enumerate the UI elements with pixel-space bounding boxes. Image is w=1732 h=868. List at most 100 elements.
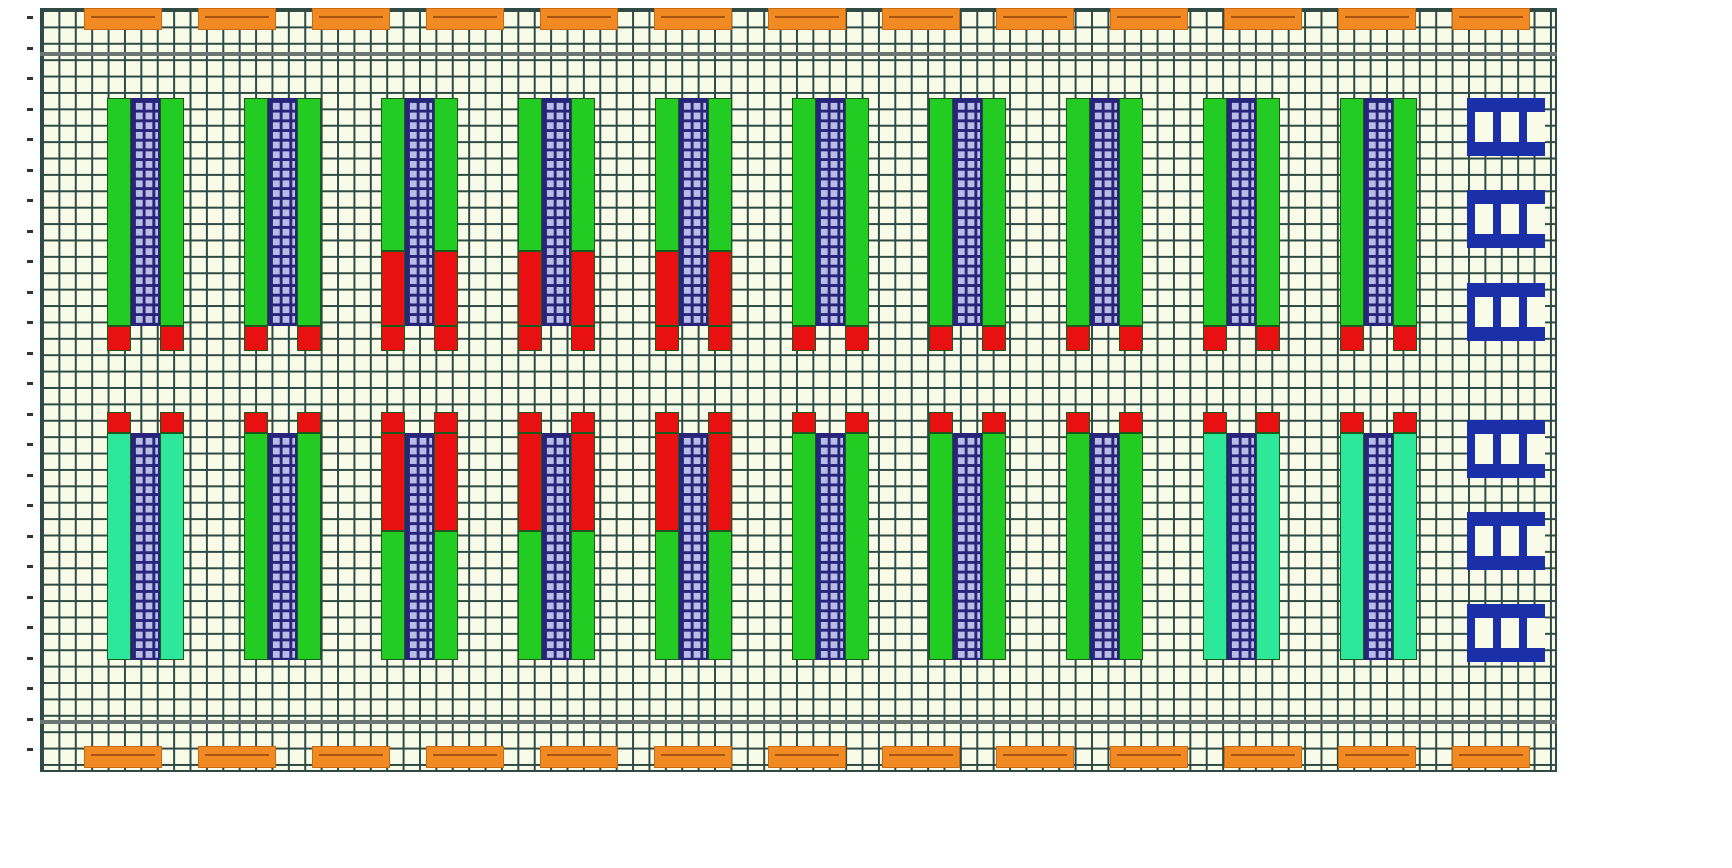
loading-dock-bottom[interactable]: [768, 746, 846, 768]
loading-dock-bottom[interactable]: [1224, 746, 1302, 768]
rack-side[interactable]: [244, 98, 268, 326]
rack-alert-zone[interactable]: [655, 433, 679, 531]
loading-dock-bottom[interactable]: [312, 746, 390, 768]
rack-foot-alert[interactable]: [1203, 326, 1227, 351]
rack-cap-alert[interactable]: [1119, 412, 1143, 433]
rack-alert-zone[interactable]: [381, 433, 405, 531]
rack-side[interactable]: [1066, 433, 1090, 660]
equipment-module[interactable]: [1467, 283, 1545, 341]
rack-cap-alert[interactable]: [792, 412, 816, 433]
equipment-module[interactable]: [1467, 98, 1545, 156]
rack-cap-alert[interactable]: [1340, 412, 1364, 433]
rack-foot-alert[interactable]: [1393, 326, 1417, 351]
rack-core[interactable]: [405, 433, 434, 660]
rack-foot-alert[interactable]: [929, 326, 953, 351]
rack-cap-alert[interactable]: [381, 412, 405, 433]
rack-cap-alert[interactable]: [297, 412, 321, 433]
loading-dock-top[interactable]: [1338, 8, 1416, 30]
rack-foot-alert[interactable]: [1066, 326, 1090, 351]
rack-core[interactable]: [953, 98, 982, 326]
rack-side[interactable]: [792, 433, 816, 660]
rack-side[interactable]: [160, 433, 184, 660]
rack-core[interactable]: [1090, 433, 1119, 660]
equipment-module[interactable]: [1467, 420, 1545, 478]
rack-foot-alert[interactable]: [982, 326, 1006, 351]
rack-side[interactable]: [1256, 98, 1280, 326]
rack-cap-alert[interactable]: [160, 412, 184, 433]
rack-core[interactable]: [1090, 98, 1119, 326]
rack-cap-alert[interactable]: [518, 412, 542, 433]
rack-core[interactable]: [1364, 98, 1393, 326]
rack-core[interactable]: [542, 433, 571, 660]
rack-side[interactable]: [929, 98, 953, 326]
rack-foot-alert[interactable]: [708, 326, 732, 351]
loading-dock-bottom[interactable]: [1452, 746, 1530, 768]
rack-foot-alert[interactable]: [1256, 326, 1280, 351]
rack-side[interactable]: [297, 98, 321, 326]
loading-dock-top[interactable]: [1224, 8, 1302, 30]
rack-side[interactable]: [982, 433, 1006, 660]
loading-dock-bottom[interactable]: [654, 746, 732, 768]
rack-side[interactable]: [845, 98, 869, 326]
rack-core[interactable]: [816, 98, 845, 326]
rack-core[interactable]: [816, 433, 845, 660]
loading-dock-top[interactable]: [654, 8, 732, 30]
rack-side[interactable]: [655, 531, 679, 660]
rack-core[interactable]: [679, 433, 708, 660]
loading-dock-top[interactable]: [882, 8, 960, 30]
rack-cap-alert[interactable]: [1203, 412, 1227, 433]
rack-cap-alert[interactable]: [655, 412, 679, 433]
loading-dock-top[interactable]: [540, 8, 618, 30]
rack-alert-zone[interactable]: [655, 251, 679, 326]
rack-core[interactable]: [131, 433, 160, 660]
rack-foot-alert[interactable]: [571, 326, 595, 351]
rack-side[interactable]: [107, 98, 131, 326]
loading-dock-bottom[interactable]: [426, 746, 504, 768]
rack-cap-alert[interactable]: [982, 412, 1006, 433]
rack-cap-alert[interactable]: [845, 412, 869, 433]
rack-core[interactable]: [268, 98, 297, 326]
rack-cap-alert[interactable]: [244, 412, 268, 433]
loading-dock-bottom[interactable]: [882, 746, 960, 768]
rack-side[interactable]: [655, 98, 679, 251]
rack-side[interactable]: [381, 98, 405, 251]
rack-alert-zone[interactable]: [518, 433, 542, 531]
rack-cap-alert[interactable]: [929, 412, 953, 433]
rack-foot-alert[interactable]: [655, 326, 679, 351]
rack-foot-alert[interactable]: [845, 326, 869, 351]
rack-core[interactable]: [405, 98, 434, 326]
rack-side[interactable]: [1393, 433, 1417, 660]
loading-dock-bottom[interactable]: [1110, 746, 1188, 768]
rack-core[interactable]: [1364, 433, 1393, 660]
rack-side[interactable]: [297, 433, 321, 660]
rack-side[interactable]: [160, 98, 184, 326]
rack-side[interactable]: [107, 433, 131, 660]
loading-dock-top[interactable]: [426, 8, 504, 30]
rack-side[interactable]: [982, 98, 1006, 326]
rack-side[interactable]: [518, 98, 542, 251]
rack-side[interactable]: [381, 531, 405, 660]
rack-cap-alert[interactable]: [107, 412, 131, 433]
rack-cap-alert[interactable]: [1256, 412, 1280, 433]
rack-side[interactable]: [792, 98, 816, 326]
rack-cap-alert[interactable]: [571, 412, 595, 433]
rack-cap-alert[interactable]: [434, 412, 458, 433]
rack-core[interactable]: [131, 98, 160, 326]
loading-dock-top[interactable]: [84, 8, 162, 30]
rack-core[interactable]: [953, 433, 982, 660]
rack-alert-zone[interactable]: [434, 251, 458, 326]
rack-side[interactable]: [1256, 433, 1280, 660]
rack-alert-zone[interactable]: [708, 251, 732, 326]
loading-dock-bottom[interactable]: [198, 746, 276, 768]
rack-foot-alert[interactable]: [244, 326, 268, 351]
rack-cap-alert[interactable]: [1393, 412, 1417, 433]
rack-core[interactable]: [1227, 433, 1256, 660]
rack-side[interactable]: [571, 98, 595, 251]
rack-side[interactable]: [1203, 433, 1227, 660]
rack-alert-zone[interactable]: [571, 433, 595, 531]
loading-dock-top[interactable]: [1452, 8, 1530, 30]
loading-dock-top[interactable]: [996, 8, 1074, 30]
rack-foot-alert[interactable]: [297, 326, 321, 351]
rack-side[interactable]: [708, 98, 732, 251]
rack-foot-alert[interactable]: [160, 326, 184, 351]
